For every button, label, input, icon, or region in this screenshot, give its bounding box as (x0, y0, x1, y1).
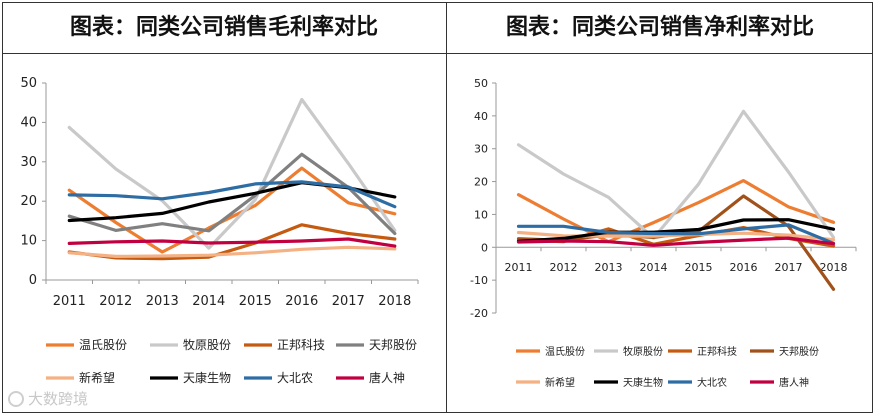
legend-label-8: 唐人神 (779, 376, 809, 389)
series-line-5 (67, 245, 397, 258)
legend-label-1: 温氏股份 (79, 338, 127, 352)
series-line-7 (516, 223, 836, 245)
y-tick-label: 40 (474, 110, 488, 123)
series-line-3 (67, 223, 397, 261)
panel-divider (446, 2, 447, 413)
y-tick-label: -10 (470, 274, 488, 287)
chart-title-gross-margin: 图表：同类公司销售毛利率对比 (69, 14, 378, 40)
x-tick-label: 2016 (285, 294, 318, 309)
series-line-8 (67, 237, 397, 248)
series-line-8 (516, 236, 836, 247)
series-line-1 (67, 166, 397, 254)
series-line-4 (67, 152, 397, 236)
y-tick-label: 50 (474, 77, 488, 90)
x-tick-label: 2016 (730, 261, 758, 274)
watermark-logo-icon (8, 391, 24, 407)
y-tick-label: 20 (474, 176, 488, 189)
series-line-7 (67, 180, 397, 209)
legend-label-3: 正邦科技 (697, 345, 737, 358)
x-tick-label: 2017 (775, 261, 803, 274)
legend-label-6: 天康生物 (183, 370, 231, 385)
y-tick-label: 30 (20, 155, 37, 170)
watermark-text: 大数跨境 (28, 390, 89, 408)
y-tick-label: 0 (29, 273, 37, 288)
x-tick-label: 2014 (192, 294, 225, 309)
y-tick-label: -20 (470, 307, 488, 320)
x-tick-label: 2013 (595, 261, 623, 274)
title-divider (2, 53, 873, 54)
legend-label-2: 牧原股份 (623, 345, 663, 358)
x-tick-label: 2011 (505, 261, 533, 274)
watermark: 大数跨境 (8, 388, 88, 409)
y-tick-label: 20 (20, 194, 37, 209)
y-tick-label: 0 (481, 241, 488, 254)
x-tick-label: 2012 (99, 294, 132, 309)
y-tick-label: 50 (20, 76, 37, 91)
x-tick-label: 2015 (239, 294, 272, 309)
legend-label-1: 温氏股份 (545, 346, 585, 358)
chart-1: 0 10 20 30 40 50 2011 2012 2013 2014 2015 2016 2017 2… (20, 76, 419, 385)
x-tick-label: 2017 (332, 294, 365, 309)
x-tick-label: 2018 (820, 261, 848, 274)
chart-title-net-margin: 图表：同类公司销售净利率对比 (505, 14, 814, 40)
legend-label-4: 天邦股份 (779, 345, 819, 358)
y-tick-label: 10 (474, 208, 488, 221)
legend-label-4: 天邦股份 (369, 338, 417, 352)
legend-label-3: 正邦科技 (277, 338, 325, 352)
legend-label-2: 牧原股份 (183, 338, 231, 352)
legend-label-5: 新希望 (79, 370, 115, 385)
legend-label-8: 唐人神 (369, 370, 405, 385)
x-tick-label: 2013 (146, 294, 179, 309)
x-tick-label: 2018 (378, 294, 411, 309)
x-tick-label: 2011 (53, 294, 86, 309)
y-tick-label: 40 (20, 115, 37, 130)
series-line-2 (516, 109, 836, 240)
series-line-2 (67, 97, 397, 250)
legend-label-7: 大北农 (277, 371, 313, 385)
x-tick-label: 2012 (550, 261, 578, 274)
series-line-6 (516, 218, 836, 243)
figure-frame (2, 2, 873, 413)
legend-label-6: 天康生物 (623, 376, 663, 389)
x-tick-label: 2015 (685, 261, 713, 274)
x-tick-label: 2014 (640, 261, 668, 274)
legend-label-7: 大北农 (697, 376, 727, 389)
chart-2: -20 -10 0 10 20 30 40 50 2011 2012 2013 2014 2015 201… (470, 77, 857, 389)
legend-label-5: 新希望 (545, 376, 575, 389)
y-tick-label: 30 (474, 143, 488, 156)
y-tick-label: 10 (20, 234, 37, 249)
